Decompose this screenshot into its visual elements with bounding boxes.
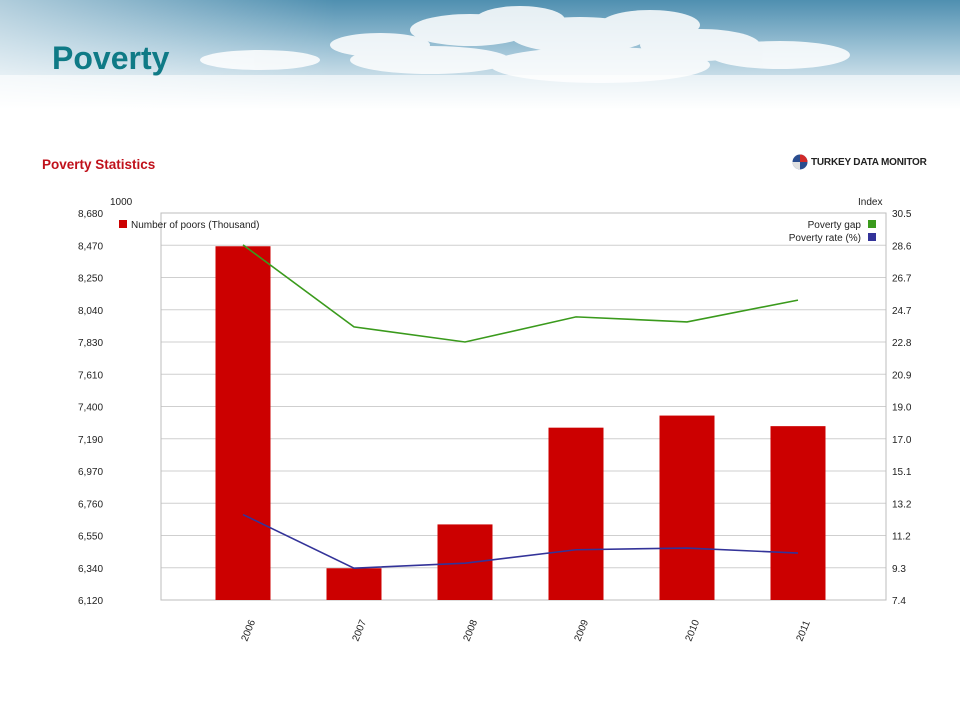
left-tick-label: 8,470 bbox=[78, 241, 103, 252]
x-tick-label: 2008 bbox=[462, 618, 481, 643]
series-line bbox=[242, 513, 799, 569]
legend-label-rate: Poverty rate (%) bbox=[789, 233, 861, 244]
legend-label-gap: Poverty gap bbox=[808, 220, 862, 231]
legend-swatch-rate bbox=[868, 233, 876, 241]
bar bbox=[770, 426, 826, 600]
axes: 1000 Index 8,680 30.5 8,470 28.6 8,250 26.7 8,… bbox=[78, 197, 912, 643]
grid-lines bbox=[160, 212, 887, 601]
right-tick-label: 20.9 bbox=[892, 370, 912, 381]
right-tick-label: 24.7 bbox=[892, 306, 912, 317]
left-tick-label: 6,970 bbox=[78, 467, 103, 478]
brand-logo: TURKEY DATA MONITOR bbox=[792, 152, 927, 172]
chart-title: Poverty Statistics bbox=[42, 157, 156, 172]
bar bbox=[326, 568, 382, 600]
right-tick-label: 7.4 bbox=[892, 596, 906, 607]
left-tick-label: 8,040 bbox=[78, 306, 103, 317]
x-tick-label: 2006 bbox=[240, 618, 259, 643]
bar-series bbox=[215, 246, 826, 600]
left-tick-label: 7,400 bbox=[78, 403, 103, 414]
left-tick-label: 6,550 bbox=[78, 532, 103, 543]
brand-name: TURKEY DATA MONITOR bbox=[811, 156, 927, 168]
left-tick-label: 8,680 bbox=[78, 209, 103, 220]
bar bbox=[437, 524, 493, 600]
globe-icon bbox=[792, 154, 808, 170]
left-tick-label: 7,830 bbox=[78, 338, 103, 349]
right-tick-label: 26.7 bbox=[892, 274, 912, 285]
left-tick-label: 7,610 bbox=[78, 370, 103, 381]
right-tick-label: 13.2 bbox=[892, 499, 912, 510]
left-tick-label: 8,250 bbox=[78, 274, 103, 285]
right-tick-label: 17.0 bbox=[892, 435, 912, 446]
x-tick-label: 2010 bbox=[684, 618, 703, 643]
legend-swatch-bars bbox=[119, 220, 127, 228]
right-tick-label: 30.5 bbox=[892, 209, 912, 220]
right-axis-unit: Index bbox=[858, 197, 882, 208]
bar bbox=[548, 427, 604, 600]
x-tick-label: 2007 bbox=[351, 618, 370, 643]
plot-frame bbox=[160, 212, 887, 601]
left-tick-label: 6,340 bbox=[78, 564, 103, 575]
right-tick-label: 28.6 bbox=[892, 241, 912, 252]
right-tick-label: 19.0 bbox=[892, 403, 912, 414]
x-tick-label: 2011 bbox=[795, 619, 813, 643]
right-tick-label: 15.1 bbox=[892, 467, 912, 478]
right-tick-label: 22.8 bbox=[892, 338, 912, 349]
legend-swatch-gap bbox=[868, 220, 876, 228]
left-tick-label: 6,760 bbox=[78, 499, 103, 510]
right-tick-label: 9.3 bbox=[892, 564, 906, 575]
left-axis-unit: 1000 bbox=[110, 197, 133, 208]
line-series bbox=[242, 244, 799, 569]
bar bbox=[659, 415, 715, 600]
x-tick-label: 2009 bbox=[573, 618, 592, 643]
sky-clouds-image bbox=[0, 0, 960, 110]
page-title: Poverty bbox=[52, 40, 170, 76]
header-banner bbox=[0, 0, 960, 110]
series-line bbox=[242, 244, 799, 343]
left-tick-label: 7,190 bbox=[78, 435, 103, 446]
bar bbox=[215, 246, 271, 600]
legend-label-bars: Number of poors (Thousand) bbox=[131, 220, 259, 231]
left-tick-label: 6,120 bbox=[78, 596, 103, 607]
legend: Number of poors (Thousand) Poverty gap P… bbox=[119, 220, 876, 244]
right-tick-label: 11.2 bbox=[892, 532, 911, 543]
